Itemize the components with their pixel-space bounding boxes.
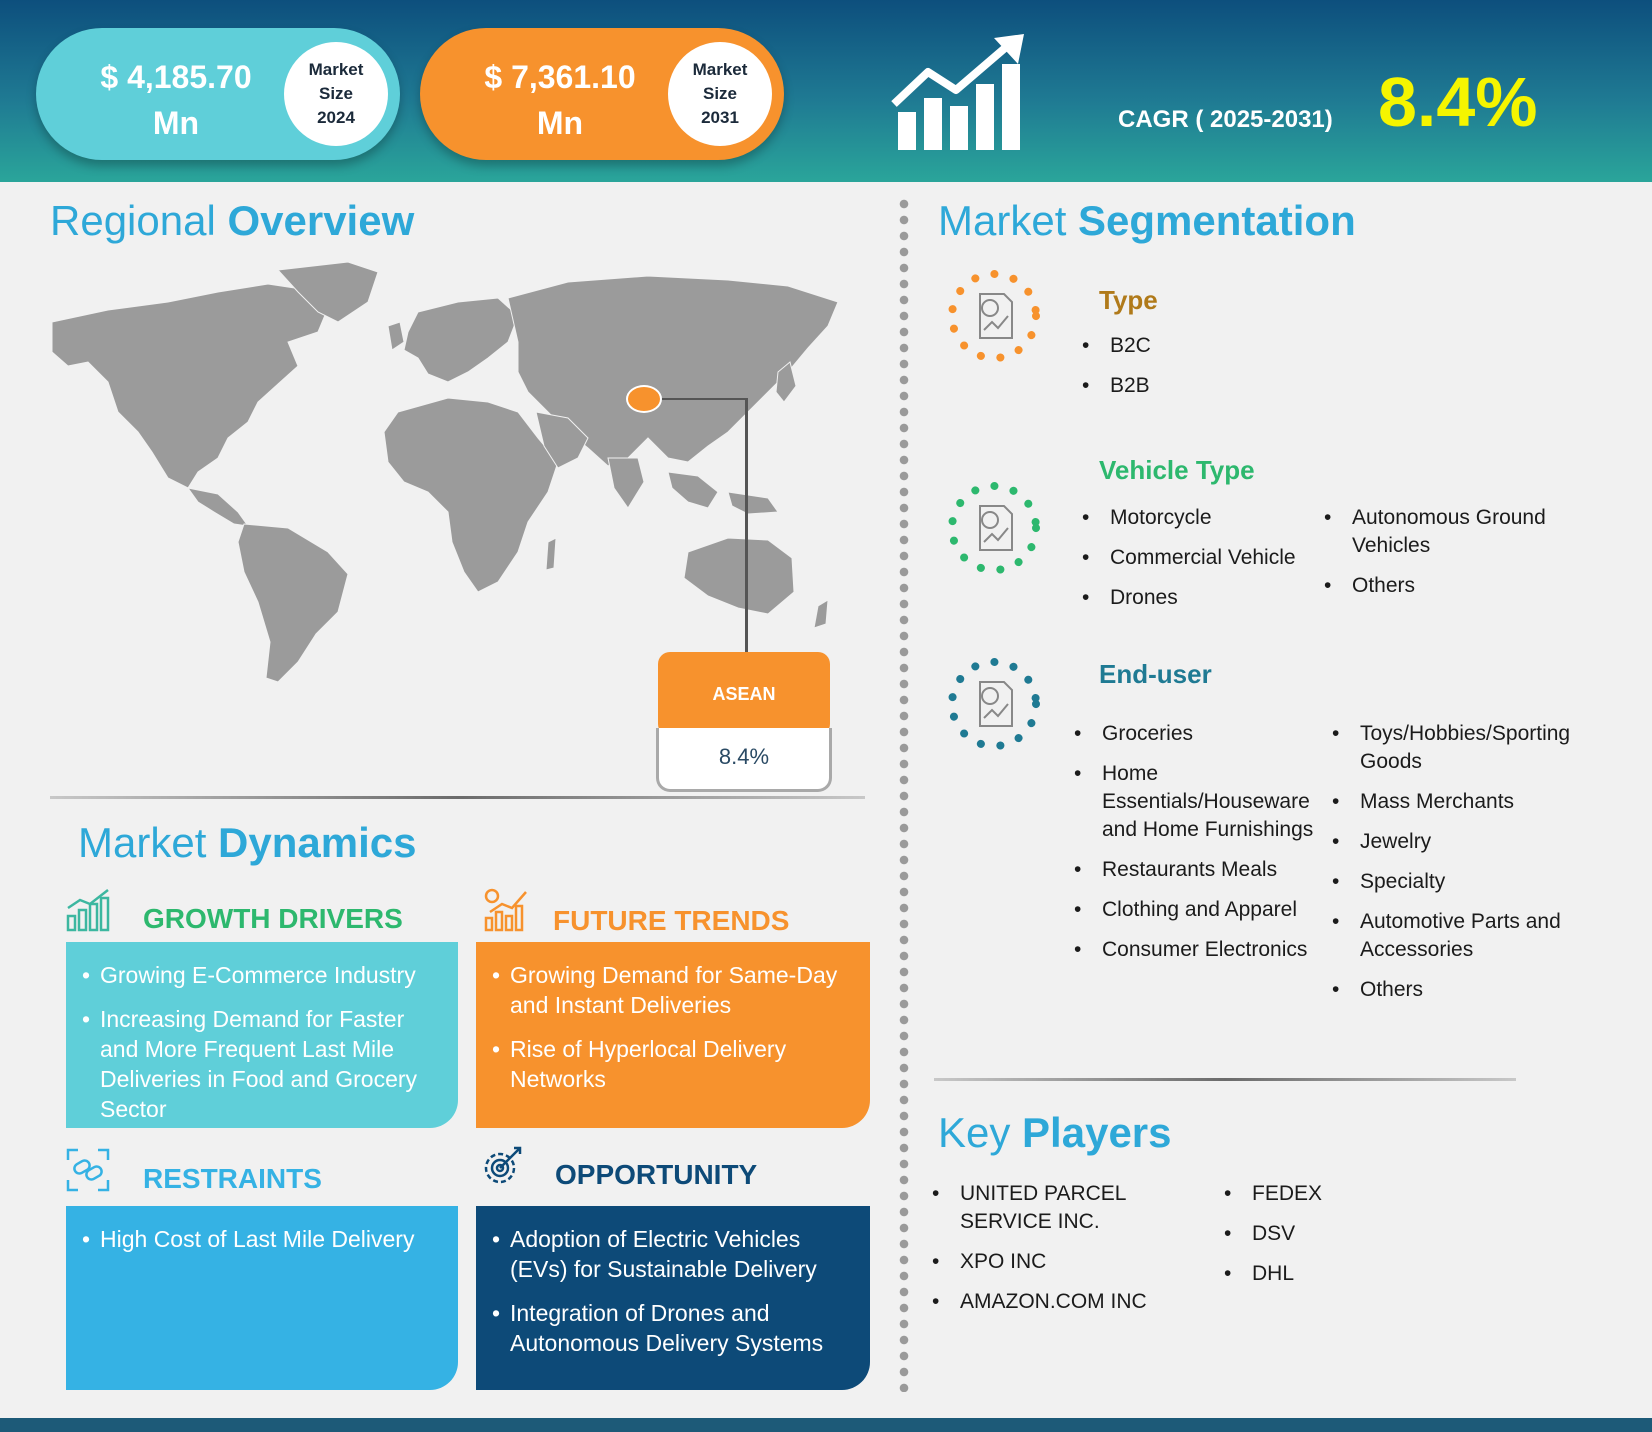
list-item: B2B (1082, 372, 1282, 400)
vehicle-type-list-1: Motorcycle Commercial Vehicle Drones (1082, 504, 1322, 624)
market-size-2024-label: Market Size 2024 (284, 42, 388, 146)
end-user-heading: End-user (1099, 659, 1212, 689)
opportunity-box: Adoption of Electric Vehicles (EVs) for … (476, 1206, 870, 1390)
future-trends-heading: FUTURE TRENDS (553, 905, 790, 936)
key-players-list-2: FEDEX DSV DHL (1224, 1180, 1424, 1300)
growth-drivers-box: Growing E-Commerce Industry Increasing D… (66, 942, 458, 1128)
regional-overview-title: Regional Overview (50, 196, 414, 246)
market-dynamics-title: Market Dynamics (78, 818, 416, 868)
broken-chain-icon (66, 1148, 110, 1192)
title-light: Market (938, 197, 1079, 244)
growth-chart-icon (891, 34, 1024, 150)
label-year: 2031 (701, 108, 739, 127)
growth-drivers-heading: GROWTH DRIVERS (143, 903, 403, 934)
section-divider (50, 796, 865, 799)
title-bold: Players (1022, 1109, 1172, 1156)
list-item: Rise of Hyperlocal Delivery Networks (492, 1034, 846, 1094)
list-item: Mass Merchants (1332, 788, 1602, 816)
end-user-list-1: Groceries Home Essentials/Houseware and … (1074, 720, 1324, 976)
report-chart-icon (948, 270, 1040, 362)
list-item: UNITED PARCEL SERVICE INC. (932, 1180, 1214, 1236)
vehicle-type-heading: Vehicle Type (1099, 455, 1255, 485)
map-leader-line (660, 398, 748, 400)
future-trends-box: Growing Demand for Same-Day and Instant … (476, 942, 870, 1128)
title-light: Key (938, 1109, 1023, 1156)
region-label: ASEAN (658, 652, 830, 736)
list-item: DHL (1224, 1260, 1424, 1288)
market-size-2031-pill: $ 7,361.10 Mn Market Size 2031 (420, 28, 784, 160)
footer-bar (0, 1418, 1652, 1432)
key-players-title: Key Players (938, 1108, 1172, 1158)
list-item: Toys/Hobbies/Sporting Goods (1332, 720, 1602, 776)
list-item: Motorcycle (1082, 504, 1322, 532)
section-divider (934, 1078, 1516, 1081)
market-size-2024-pill: $ 4,185.70 Mn Market Size 2024 (36, 28, 400, 160)
list-item: Drones (1082, 584, 1322, 612)
region-marker (626, 385, 662, 413)
market-size-2031-label: Market Size 2031 (668, 42, 772, 146)
list-item: XPO INC (932, 1248, 1214, 1276)
restraints-heading: RESTRAINTS (143, 1163, 322, 1194)
vertical-divider (899, 196, 909, 1392)
list-item: B2C (1082, 332, 1282, 360)
label-line: Market (308, 60, 364, 79)
vehicle-type-list-2: Autonomous Ground Vehicles Others (1324, 504, 1564, 612)
list-item: Restaurants Meals (1074, 856, 1324, 884)
list-item: Automotive Parts and Accessories (1332, 908, 1602, 964)
list-item: High Cost of Last Mile Delivery (82, 1224, 434, 1254)
list-item: Integration of Drones and Autonomous Del… (492, 1298, 846, 1358)
cagr-value: 8.4% (1378, 63, 1538, 141)
list-item: Others (1332, 976, 1602, 1004)
list-item: Growing Demand for Same-Day and Instant … (492, 960, 846, 1020)
world-map (51, 262, 839, 683)
list-item: Jewelry (1332, 828, 1602, 856)
title-light: Regional (50, 197, 228, 244)
label-line: Size (318, 84, 354, 103)
market-segmentation-title: Market Segmentation (938, 196, 1356, 246)
type-list: B2C B2B (1082, 332, 1282, 412)
list-item: Autonomous Ground Vehicles (1324, 504, 1564, 560)
trend-chart-icon (484, 888, 527, 932)
label-year: 2024 (317, 108, 355, 127)
gear-target-icon (484, 1146, 522, 1184)
market-size-2024-value: $ 4,185.70 Mn (100, 59, 252, 141)
label-line: Size (702, 84, 738, 103)
type-heading: Type (1099, 285, 1158, 315)
cagr-label: CAGR ( 2025-2031) (1118, 106, 1333, 133)
title-bold: Overview (227, 197, 415, 244)
title-bold: Dynamics (218, 819, 417, 866)
title-bold: Segmentation (1078, 197, 1356, 244)
list-item: Commercial Vehicle (1082, 544, 1322, 572)
title-light: Market (78, 819, 219, 866)
list-item: Consumer Electronics (1074, 936, 1324, 964)
key-players-list-1: UNITED PARCEL SERVICE INC. XPO INC AMAZO… (932, 1180, 1214, 1328)
list-item: Increasing Demand for Faster and More Fr… (82, 1004, 434, 1124)
list-item: DSV (1224, 1220, 1424, 1248)
list-item: Specialty (1332, 868, 1602, 896)
report-chart-icon (948, 658, 1040, 750)
label-line: Market (692, 60, 748, 79)
header-banner: $ 4,185.70 Mn Market Size 2024 $ 7,361.1… (0, 0, 1652, 182)
end-user-list-2: Toys/Hobbies/Sporting Goods Mass Merchan… (1332, 720, 1602, 1016)
report-chart-icon (948, 482, 1040, 574)
restraints-box: High Cost of Last Mile Delivery (66, 1206, 458, 1390)
map-leader-line (745, 398, 748, 654)
list-item: Adoption of Electric Vehicles (EVs) for … (492, 1224, 846, 1284)
list-item: FEDEX (1224, 1180, 1424, 1208)
list-item: Growing E-Commerce Industry (82, 960, 434, 990)
opportunity-heading: OPPORTUNITY (555, 1159, 758, 1190)
list-item: Home Essentials/Houseware and Home Furni… (1074, 760, 1324, 844)
bar-chart-icon (66, 889, 110, 932)
list-item: Clothing and Apparel (1074, 896, 1324, 924)
list-item: Others (1324, 572, 1564, 600)
market-size-2031-value: $ 7,361.10 Mn (484, 59, 636, 141)
list-item: Groceries (1074, 720, 1324, 748)
list-item: AMAZON.COM INC (932, 1288, 1214, 1316)
region-value: 8.4% (656, 728, 832, 792)
